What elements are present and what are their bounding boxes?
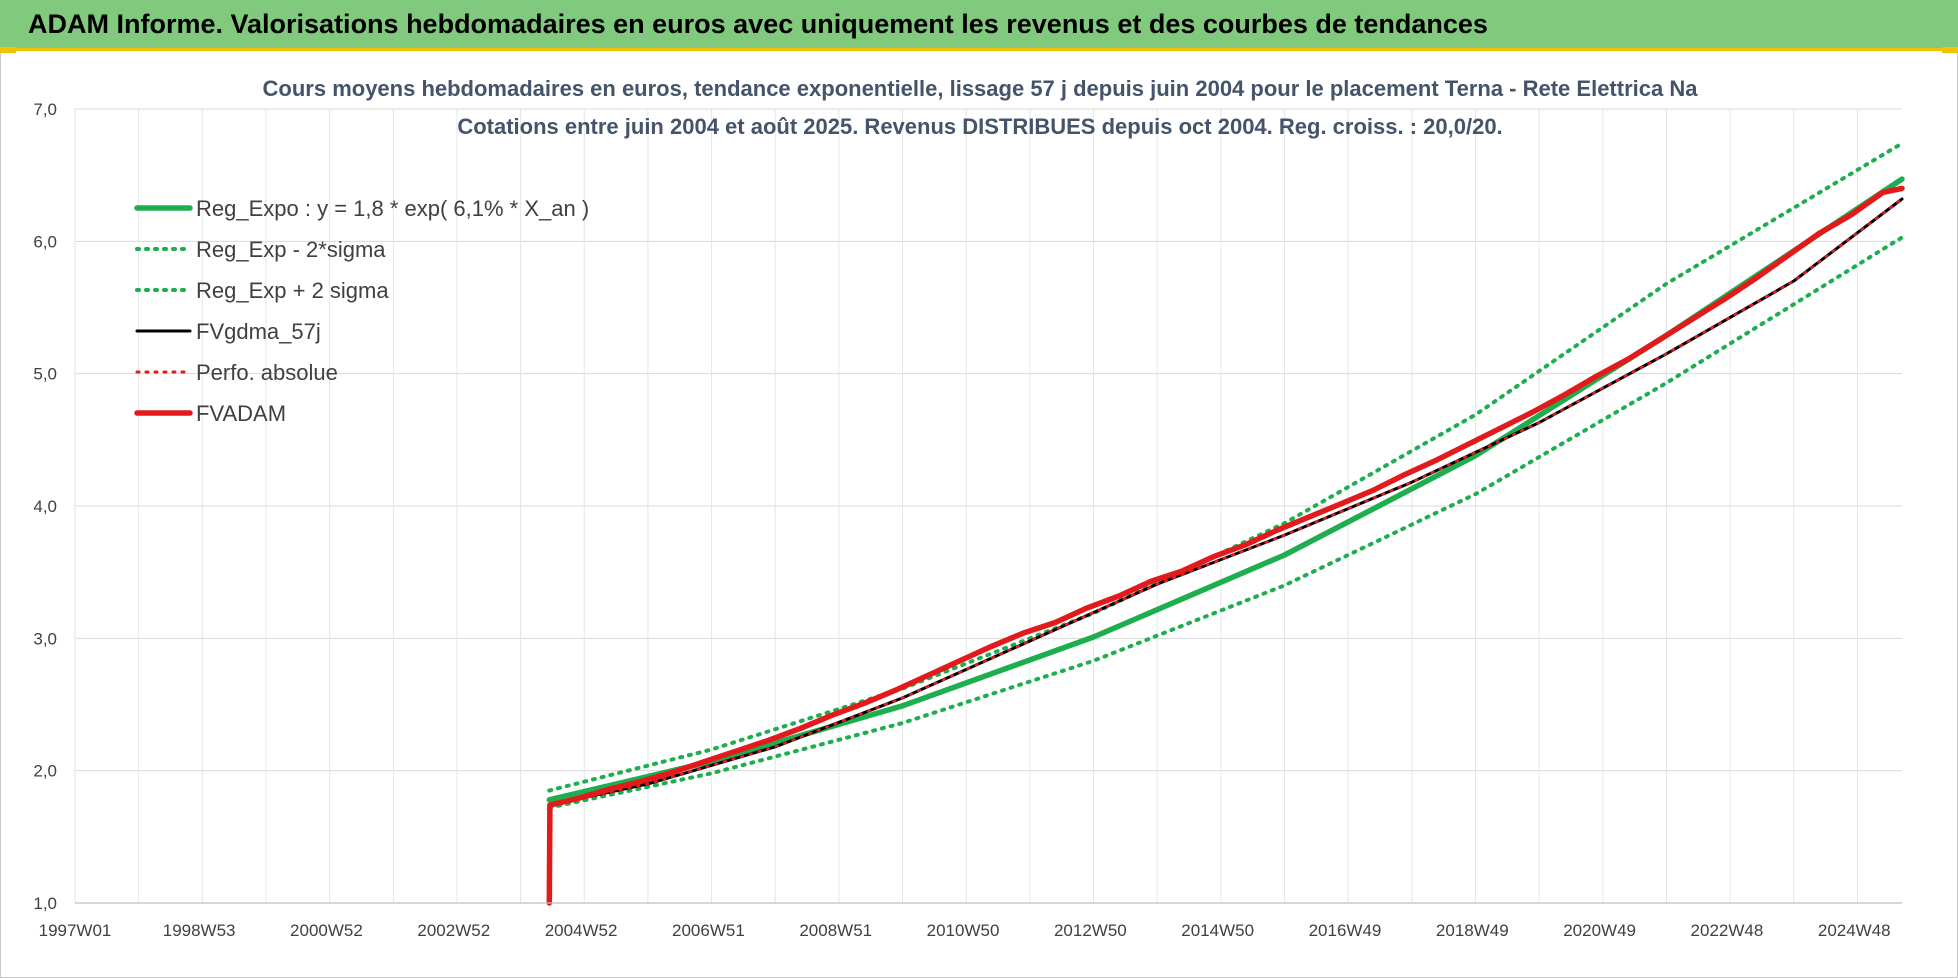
x-tick-label: 2010W50 [927,921,1000,940]
chart-title-line-1: Cours moyens hebdomadaires en euros, ten… [263,76,1699,101]
corner-accent-left [0,47,16,53]
legend-label: Reg_Expo : y = 1,8 * exp( 6,1% * X_an ) [196,196,589,221]
chart-series [546,141,1905,906]
x-tick-label: 2014W50 [1181,921,1254,940]
x-tick-label: 2022W48 [1691,921,1764,940]
x-tick-label: 2000W52 [290,921,363,940]
y-tick-label: 4,0 [33,497,57,516]
x-tick-label: 2002W52 [417,921,490,940]
x-tick-label: 2020W49 [1563,921,1636,940]
y-tick-label: 5,0 [33,365,57,384]
y-tick-label: 3,0 [33,629,57,648]
x-tick-label: 2016W49 [1309,921,1382,940]
y-tick-label: 7,0 [33,100,57,119]
legend-label: FVADAM [196,401,286,426]
header-bar: ADAM Informe. Valorisations hebdomadaire… [0,0,1958,51]
x-tick-label: 2004W52 [545,921,618,940]
x-tick-label: 2018W49 [1436,921,1509,940]
legend-label: Reg_Exp - 2*sigma [196,237,386,262]
x-tick-label: 1997W01 [39,921,112,940]
series-line-2 [547,141,1904,793]
legend-label: Reg_Exp + 2 sigma [196,278,389,303]
x-tick-label: 1998W53 [163,921,236,940]
legend-label: Perfo. absolue [196,360,338,385]
series-line-5 [546,185,1905,906]
x-tick-label: 2006W51 [672,921,745,940]
y-tick-label: 6,0 [33,232,57,251]
chart-legend: Reg_Expo : y = 1,8 * exp( 6,1% * X_an ) R… [134,196,589,426]
page-title: ADAM Informe. Valorisations hebdomadaire… [28,9,1488,39]
chart-axes: 1,0 2,0 3,0 4,0 5,0 6,0 7,0 1997W01 1998W53 2000W… [33,100,1902,940]
series-line-1 [547,235,1904,810]
y-tick-label: 2,0 [33,762,57,781]
chart-title-line-2: Cotations entre juin 2004 et août 2025. … [457,114,1502,139]
x-tick-label: 2008W51 [799,921,872,940]
x-tick-label: 2024W48 [1818,921,1891,940]
x-tick-label: 2012W50 [1054,921,1127,940]
corner-accent-right [1942,47,1958,53]
series-line-3 [547,197,1904,807]
chart-svg: 1,0 2,0 3,0 4,0 5,0 6,0 7,0 1997W01 1998W53 2000W… [33,76,1905,940]
chart-grid [74,108,1902,904]
y-tick-label: 1,0 [33,894,57,913]
series-line-4 [548,197,1904,807]
series-line-0 [546,176,1905,803]
legend-label: FVgdma_57j [196,319,321,344]
